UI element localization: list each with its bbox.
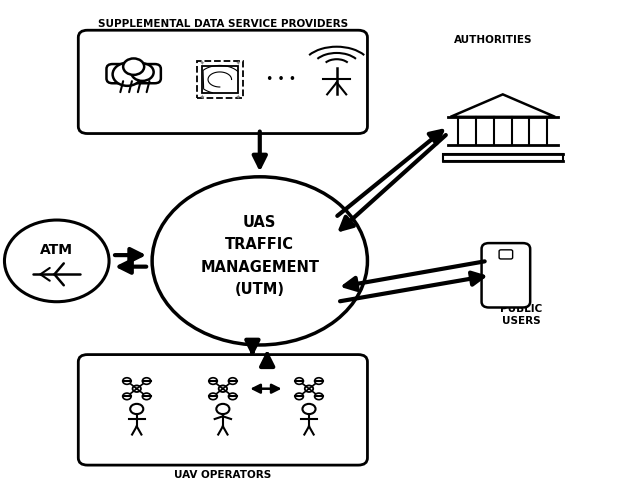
FancyBboxPatch shape: [481, 243, 530, 307]
Circle shape: [123, 393, 131, 400]
FancyBboxPatch shape: [78, 355, 368, 465]
Text: • • •: • • •: [266, 73, 297, 86]
Text: ✦: ✦: [235, 95, 240, 100]
Circle shape: [315, 393, 323, 400]
Circle shape: [302, 404, 316, 414]
Text: SUPPLEMENTAL DATA SERVICE PROVIDERS: SUPPLEMENTAL DATA SERVICE PROVIDERS: [98, 19, 348, 29]
Circle shape: [305, 385, 313, 392]
Circle shape: [123, 59, 144, 75]
Circle shape: [132, 385, 141, 392]
Circle shape: [4, 220, 109, 302]
Text: AUTHORITIES: AUTHORITIES: [454, 35, 533, 45]
Text: ATM: ATM: [40, 243, 74, 257]
Circle shape: [219, 385, 227, 392]
Circle shape: [142, 393, 151, 400]
Circle shape: [229, 378, 237, 384]
Circle shape: [315, 378, 323, 384]
Text: ✦: ✦: [200, 60, 205, 65]
Circle shape: [142, 378, 151, 384]
FancyBboxPatch shape: [499, 250, 513, 259]
FancyBboxPatch shape: [106, 64, 161, 83]
Text: ✦: ✦: [235, 60, 240, 65]
Text: UAS
TRAFFIC
MANAGEMENT
(UTM): UAS TRAFFIC MANAGEMENT (UTM): [200, 215, 320, 297]
Text: ✦: ✦: [200, 95, 205, 100]
Circle shape: [112, 63, 142, 86]
Circle shape: [123, 378, 131, 384]
Circle shape: [216, 404, 229, 414]
Text: PUBLIC
USERS: PUBLIC USERS: [500, 304, 543, 326]
Circle shape: [229, 393, 237, 400]
Circle shape: [295, 378, 303, 384]
Text: UAV OPERATORS: UAV OPERATORS: [174, 470, 271, 480]
Circle shape: [130, 404, 143, 414]
FancyBboxPatch shape: [78, 30, 368, 134]
Polygon shape: [451, 94, 555, 117]
Circle shape: [295, 393, 303, 400]
Bar: [202, 65, 238, 93]
Bar: [442, 153, 563, 161]
Circle shape: [209, 378, 218, 384]
Circle shape: [131, 63, 154, 81]
FancyBboxPatch shape: [197, 61, 243, 98]
Circle shape: [209, 393, 218, 400]
Circle shape: [152, 177, 368, 345]
